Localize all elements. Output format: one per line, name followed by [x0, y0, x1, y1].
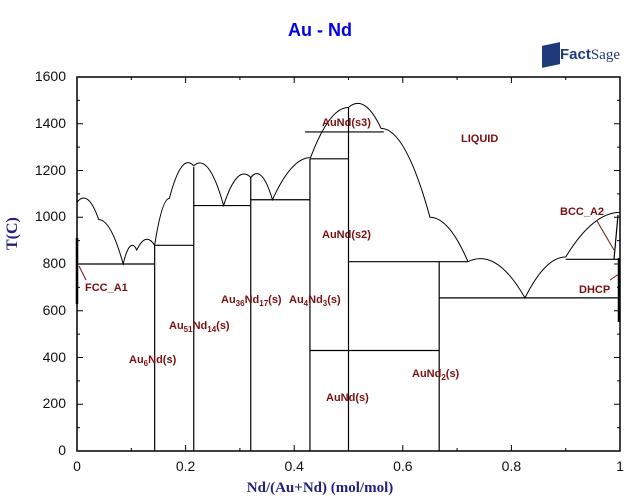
y-tick-label: 400: [42, 348, 66, 365]
x-tick-label: 0.2: [175, 458, 196, 474]
y-tick-label: 1400: [34, 114, 66, 131]
x-tick-label: 0.8: [501, 458, 522, 474]
y-tick-label: 1200: [34, 161, 66, 178]
label-au6nd: Au6Nd(s): [129, 354, 177, 369]
label-bcc-a2: BCC_A2: [560, 206, 605, 218]
logo-text-secondary: Sage: [590, 47, 621, 63]
label-au4nd3: Au4Nd3(s): [289, 294, 341, 309]
phase-boundaries: [77, 107, 620, 451]
label-fcc-a1: FCC_A1: [85, 282, 128, 294]
y-tick-label: 1600: [34, 68, 66, 84]
label-liquid: LIQUID: [461, 133, 499, 145]
x-axis-label: Nd/(Au+Nd) (mol/mol): [246, 480, 394, 496]
x-tick-label: 0.6: [393, 458, 413, 474]
label-aund-s2: AuNd(s2): [322, 229, 371, 241]
x-tick-label: 0: [73, 458, 81, 474]
liquidus-curve: [76, 102, 621, 299]
y-tick-label: 800: [42, 255, 66, 271]
label-au36nd17: Au36Nd17(s): [221, 294, 282, 309]
y-tick-label: 200: [42, 395, 66, 412]
chart-title: Au - Nd: [288, 20, 352, 40]
label-aund-s: AuNd(s): [326, 392, 369, 404]
y-tick-label: 600: [42, 301, 66, 318]
pure-element-bars: [75, 238, 621, 322]
logo-text-main: Fact: [560, 46, 591, 63]
x-tick-label: 0.4: [284, 458, 304, 474]
factsage-logo: FactSage: [538, 42, 628, 72]
y-tick-label: 0: [58, 442, 66, 458]
y-axis-label: T(C): [4, 217, 21, 250]
label-dhcp: DHCP: [579, 284, 611, 296]
label-au51nd14: Au51Nd14(s): [169, 320, 230, 335]
y-tick-label: 1000: [34, 208, 66, 225]
label-aund2: AuNd2(s): [412, 368, 460, 383]
label-aund-s3: AuNd(s3): [322, 117, 371, 129]
x-tick-label: 1: [616, 458, 624, 474]
label-pointers: [78, 220, 620, 281]
